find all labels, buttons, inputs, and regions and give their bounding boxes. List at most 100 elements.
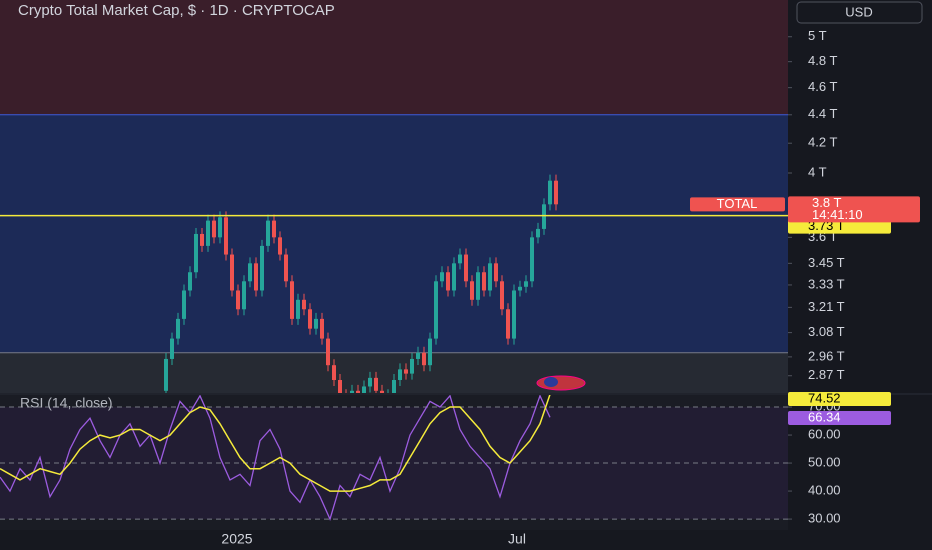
candle-body xyxy=(506,309,510,339)
hline-tag xyxy=(788,219,891,234)
candle-body xyxy=(320,318,324,339)
candle-body xyxy=(230,254,234,291)
candle-body xyxy=(458,254,462,264)
candle-body xyxy=(404,369,408,374)
candle-body xyxy=(188,272,192,291)
candle-body xyxy=(182,290,186,319)
rsi-tag-label: 74.52 xyxy=(808,390,841,405)
y-tick-label: 3.21 T xyxy=(808,299,845,314)
candle-body xyxy=(338,380,342,393)
y-tick-label: 2.87 T xyxy=(808,367,845,382)
candle-body xyxy=(542,204,546,229)
chart-title: Crypto Total Market Cap, $ · 1D · CRYPTO… xyxy=(18,2,335,19)
rsi-tag xyxy=(788,411,891,425)
candle-body xyxy=(428,338,432,366)
candle-body xyxy=(302,299,306,310)
candle-body xyxy=(356,390,360,393)
candle-body xyxy=(218,217,222,238)
candle-body xyxy=(464,254,468,282)
candle-body xyxy=(242,281,246,310)
candle-body xyxy=(446,272,450,291)
candle-body xyxy=(248,263,252,282)
candle-body xyxy=(512,290,516,339)
candle-body xyxy=(284,254,288,282)
candle-body xyxy=(332,365,336,381)
y-tick-label: 4.6 T xyxy=(808,79,837,94)
candle-body xyxy=(362,386,366,393)
candle-body xyxy=(254,263,258,291)
candle-body xyxy=(518,286,522,291)
candle-body xyxy=(164,358,168,391)
currency-label[interactable]: USD xyxy=(845,4,872,19)
rsi-line xyxy=(0,395,551,521)
y-tick-label: 60.00 xyxy=(808,426,841,441)
candle-body xyxy=(170,338,174,359)
candle-body xyxy=(278,237,282,255)
price-tag-bg xyxy=(788,196,920,223)
candle-body xyxy=(380,390,384,393)
candle-body xyxy=(224,217,228,255)
countdown: 14:41:10 xyxy=(812,207,863,222)
candle-body xyxy=(308,309,312,329)
candle-body xyxy=(206,220,210,246)
y-tick-label: 40.00 xyxy=(808,483,841,498)
candle-body xyxy=(434,281,438,339)
last-price: 3.8 T xyxy=(812,195,841,210)
candle-body xyxy=(326,338,330,366)
candle-body xyxy=(488,263,492,291)
event-icon-flag xyxy=(544,377,558,387)
candle-body xyxy=(548,180,552,205)
y-tick-label: 4.8 T xyxy=(808,53,837,68)
rsi-title[interactable]: RSI (14, close) xyxy=(20,395,113,411)
candle-body xyxy=(212,220,216,238)
y-tick-label: 2.96 T xyxy=(808,348,845,363)
zone xyxy=(0,0,788,115)
x-axis-label: 2025 xyxy=(221,531,252,547)
candle-body xyxy=(500,281,504,310)
rsi-tag xyxy=(788,392,891,406)
candle-body xyxy=(194,233,198,273)
zone xyxy=(0,114,788,353)
candle-body xyxy=(422,352,426,366)
candle-body xyxy=(350,390,354,393)
y-tick-label: 3.45 T xyxy=(808,255,845,270)
y-tick-label: 3.33 T xyxy=(808,276,845,291)
candle-body xyxy=(416,352,420,359)
y-tick-label: 50.00 xyxy=(808,454,841,469)
candle-body xyxy=(554,180,558,205)
candle-body xyxy=(236,290,240,310)
rsi-line xyxy=(0,395,551,492)
candle-body xyxy=(476,272,480,300)
candle-body xyxy=(290,281,294,319)
currency-button[interactable] xyxy=(796,1,923,24)
candle-body xyxy=(200,233,204,246)
candle-body xyxy=(374,377,378,391)
candle-body xyxy=(260,245,264,291)
y-tick-label: 30.00 xyxy=(808,511,841,526)
y-tick-label: 3.08 T xyxy=(808,324,845,339)
candle-body xyxy=(494,263,498,282)
y-tick-label: 4.2 T xyxy=(808,135,837,150)
candle-body xyxy=(272,220,276,238)
candle-body xyxy=(470,281,474,300)
y-tick-label: 4 T xyxy=(808,164,827,179)
candle-body xyxy=(398,369,402,381)
symbol-tag: TOTAL xyxy=(717,196,758,211)
candle-body xyxy=(410,358,414,374)
rsi-tag-label: 66.34 xyxy=(808,409,841,424)
candle-body xyxy=(482,272,486,291)
candle-body xyxy=(296,299,300,319)
y-tick-label: 5 T xyxy=(808,28,827,43)
symbol-tag-bg xyxy=(690,197,785,212)
candle-body xyxy=(314,318,318,329)
candle-body xyxy=(530,237,534,282)
candle-body xyxy=(368,377,372,387)
candle-body xyxy=(176,318,180,339)
y-tick-label: 4.4 T xyxy=(808,106,837,121)
candle-body xyxy=(524,281,528,287)
candle-body xyxy=(440,272,444,282)
candle-body xyxy=(536,228,540,238)
candle-body xyxy=(452,263,456,291)
x-axis-label: Jul xyxy=(508,531,526,547)
